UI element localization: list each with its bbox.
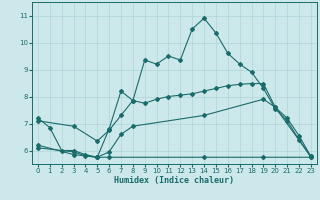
X-axis label: Humidex (Indice chaleur): Humidex (Indice chaleur) (115, 176, 234, 185)
